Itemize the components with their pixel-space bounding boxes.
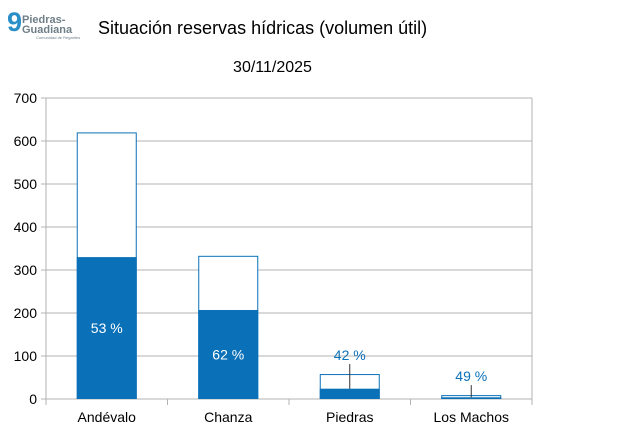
y-tick-label: 200 xyxy=(14,305,38,321)
y-tick-label: 500 xyxy=(14,176,38,192)
x-tick-label: Chanza xyxy=(204,409,252,425)
x-tick-label: Andévalo xyxy=(78,409,137,425)
y-tick-label: 700 xyxy=(14,90,38,106)
logo-text-line1: Piedras- xyxy=(22,14,66,26)
logo-mark: 9 xyxy=(7,7,22,37)
bars-layer xyxy=(76,132,502,400)
logo-text-line2: Guadiana xyxy=(22,24,73,36)
y-tick-label: 400 xyxy=(14,219,38,235)
logo-tagline: Comunidad de Regantes xyxy=(36,35,80,40)
x-tick-label: Piedras xyxy=(326,409,373,425)
data-label: 49 % xyxy=(455,368,487,384)
bar-current xyxy=(441,397,502,399)
y-tick-label: 100 xyxy=(14,348,38,364)
logo: 9 Piedras- Guadiana Comunidad de Regante… xyxy=(7,7,80,40)
y-tick-label: 300 xyxy=(14,262,38,278)
chart-title: Situación reservas hídricas (volumen úti… xyxy=(98,18,428,38)
bar-current xyxy=(198,309,259,399)
y-tick-label: 0 xyxy=(29,391,37,407)
data-label: 42 % xyxy=(334,347,366,363)
x-tick-label: Los Machos xyxy=(434,409,509,425)
y-tick-label: 600 xyxy=(14,133,38,149)
data-label: 53 % xyxy=(91,320,123,336)
bar-current xyxy=(319,388,380,399)
bar-current xyxy=(76,257,137,399)
labels-layer: Andévalo 53 % Chanza 62 % Piedras 42 % Los Mac… xyxy=(78,320,509,425)
chart-date: 30/11/2025 xyxy=(233,59,312,76)
data-label: 62 % xyxy=(212,346,244,362)
